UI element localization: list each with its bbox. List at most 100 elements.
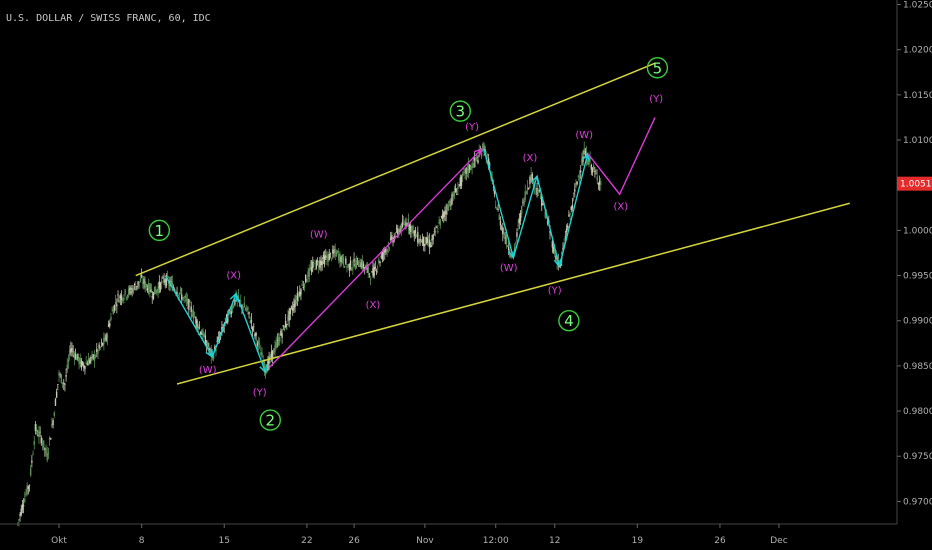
candle-body [362,263,365,269]
candle-body [510,255,512,258]
candle-body [33,440,35,445]
candle-body [276,339,279,341]
candle-body [520,205,523,215]
candle-body [188,299,190,310]
candle-body [463,172,465,173]
candle-body [329,252,332,254]
candle-body [295,301,297,304]
candle-body [360,262,362,268]
candle-body [157,287,159,293]
candle-body [301,284,303,286]
candle-body [289,308,292,314]
candle-body [22,504,25,507]
candle-body [386,249,388,253]
candle-body [336,250,339,253]
candle-body [72,351,74,353]
major-wave-circle [148,219,171,242]
candle-body [559,263,562,267]
candle-body [297,294,300,296]
candle-body [467,164,470,173]
candle-body [374,267,377,269]
y-tick-label: 1.02500 [903,1,932,11]
x-tick-label: Nov [416,536,434,546]
major-wave-label: 5 [653,59,663,77]
upper-channel-line [135,62,656,277]
candle-body [44,448,46,450]
candle-body [404,223,406,226]
candle-body [568,214,570,217]
candle-body [517,225,519,226]
candle-body [105,334,107,341]
candle-body [367,266,369,274]
candle-body [407,218,410,228]
candle-body [83,365,85,368]
candle-body [101,343,104,346]
candle-body [524,191,526,200]
candle-body [170,280,172,282]
candle-body [385,249,387,251]
candle-body [240,301,242,302]
candle-body [426,237,428,243]
candle-body [231,305,234,310]
candle-body [63,382,65,384]
candle-body [328,254,330,261]
candle-body [104,336,106,342]
candle-body [296,292,299,301]
candle-body [469,164,471,171]
candle-body [248,311,250,315]
candle-body [198,326,201,328]
candle-body [542,204,544,206]
candle-body [369,279,372,281]
candle-body [518,218,521,224]
candle-body [487,158,490,168]
candle-body [556,257,558,264]
wave-label: (X) [523,153,538,164]
candle-body [181,294,183,300]
candle-body [68,349,71,355]
candle-body [465,167,467,174]
candle-body [372,268,374,276]
candle-body [150,289,152,293]
candle-body [348,263,351,271]
candle-body [112,309,115,315]
candle-body [433,231,436,233]
candle-body [307,271,309,279]
candle-body [421,239,424,244]
candle-body [587,155,589,165]
candle-body [564,236,567,238]
candle-body [116,304,118,307]
candle-body [493,191,496,194]
x-tick-label: 22 [301,536,312,546]
candle-body [330,258,333,260]
candle-body [340,257,342,263]
candle-body [482,143,484,152]
candle-body [89,360,91,363]
candle-body [194,316,196,318]
candle-body [234,299,236,305]
candle-body [294,300,296,307]
candle-body [346,266,348,268]
candle-body [152,291,155,299]
candle-body [410,225,412,232]
candle-body [405,222,407,228]
candle-body [505,235,508,245]
candle-body [156,289,158,292]
candle-body [459,177,462,186]
candle-body [342,257,345,265]
candle-body [402,222,405,224]
major-wave-label: 1 [155,222,165,240]
candle-body [107,324,110,327]
candle-body [381,251,384,260]
candle-body [373,266,375,277]
cyan-3-wave [235,293,267,373]
candle-body [135,286,137,291]
candle-body [358,265,360,267]
candle-body [126,294,129,298]
candle-body [572,192,575,195]
candle-body [97,350,99,354]
wave-label: (X) [613,202,628,213]
candle-body [525,191,528,194]
